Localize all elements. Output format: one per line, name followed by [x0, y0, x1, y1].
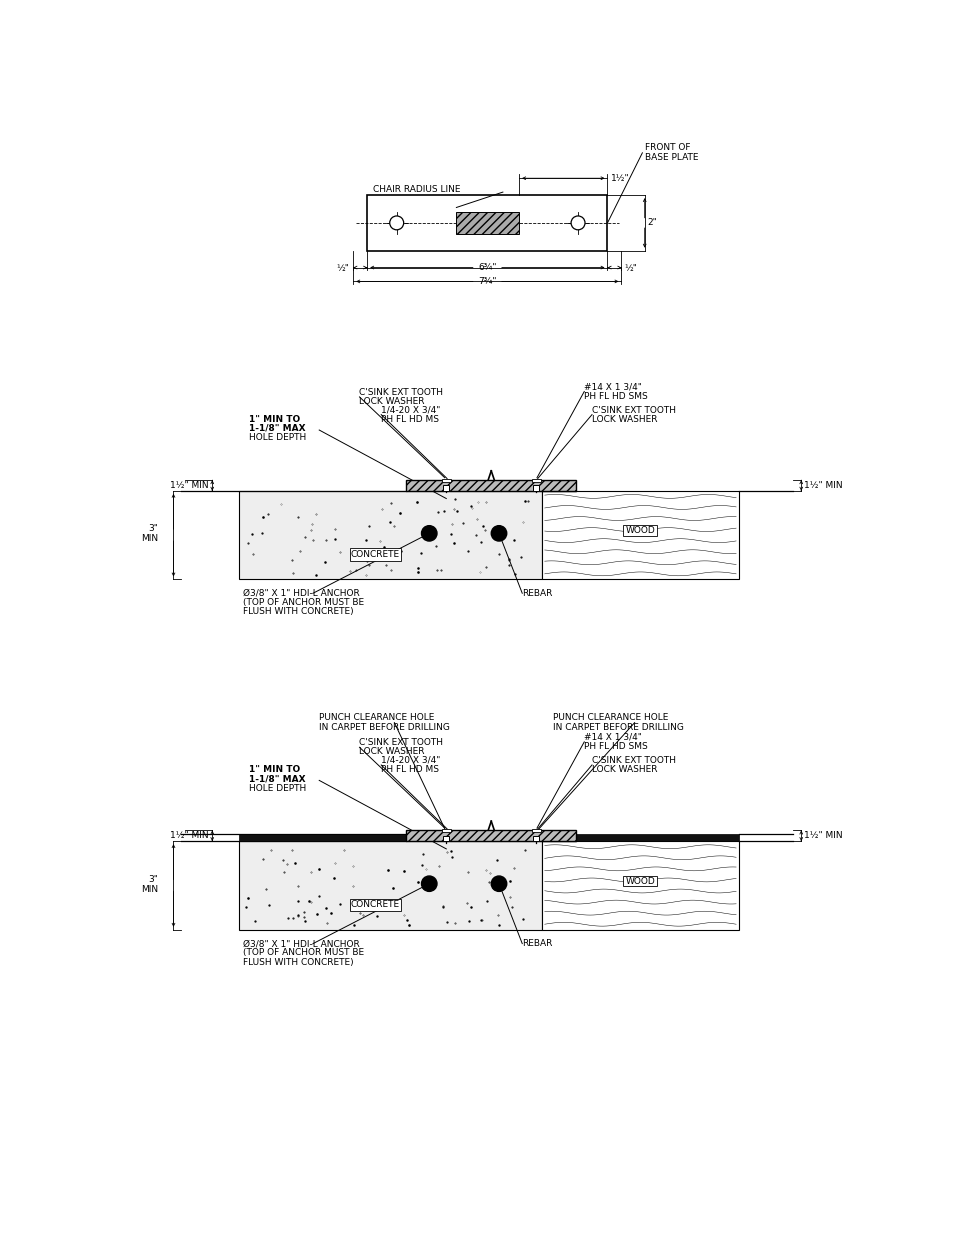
Text: WOOD: WOOD — [625, 877, 655, 885]
Text: 1½" MIN: 1½" MIN — [803, 831, 842, 840]
Text: PUNCH CLEARANCE HOLE: PUNCH CLEARANCE HOLE — [553, 714, 668, 722]
Bar — [456, 212, 518, 233]
Text: 1-1/8" MAX: 1-1/8" MAX — [249, 774, 306, 783]
Text: ½": ½" — [624, 263, 637, 272]
Text: 1½" MIN: 1½" MIN — [170, 480, 208, 490]
Text: HOLE DEPTH: HOLE DEPTH — [249, 433, 306, 442]
Bar — [541, 490, 739, 579]
Text: IN CARPET BEFORE DRILLING: IN CARPET BEFORE DRILLING — [319, 722, 450, 732]
Text: ½": ½" — [336, 263, 349, 272]
Bar — [531, 829, 540, 832]
Text: 3": 3" — [148, 874, 158, 884]
Circle shape — [491, 876, 506, 892]
Text: 1½" MIN: 1½" MIN — [803, 480, 842, 490]
Bar — [350, 899, 400, 911]
Text: 1/4-20 X 3/4": 1/4-20 X 3/4" — [381, 405, 440, 415]
Text: CONCRETE: CONCRETE — [351, 900, 399, 909]
Text: CHAIR RADIUS LINE: CHAIR RADIUS LINE — [373, 185, 459, 194]
Text: 1/4-20 X 3/4": 1/4-20 X 3/4" — [381, 756, 440, 764]
Text: C'SINK EXT TOOTH: C'SINK EXT TOOTH — [592, 756, 676, 764]
Bar — [443, 836, 449, 841]
Text: LOCK WASHER: LOCK WASHER — [359, 747, 424, 756]
Text: #14 X 1 3/4": #14 X 1 3/4" — [583, 383, 641, 391]
Bar — [406, 480, 576, 490]
Text: PH FL HD MS: PH FL HD MS — [381, 415, 438, 424]
Bar — [531, 478, 540, 482]
Text: FLUSH WITH CONCRETE): FLUSH WITH CONCRETE) — [243, 957, 354, 967]
Text: LOCK WASHER: LOCK WASHER — [359, 396, 424, 406]
Text: MIN: MIN — [141, 535, 158, 543]
Bar — [350, 548, 400, 561]
Text: HOLE DEPTH: HOLE DEPTH — [249, 783, 306, 793]
Bar — [441, 478, 451, 482]
Text: #14 X 1 3/4": #14 X 1 3/4" — [583, 732, 641, 742]
Text: 1" MIN TO: 1" MIN TO — [249, 766, 300, 774]
Bar — [239, 841, 541, 930]
Circle shape — [491, 526, 506, 541]
Text: C'SINK EXT TOOTH: C'SINK EXT TOOTH — [592, 405, 676, 415]
Text: BASE PLATE: BASE PLATE — [644, 153, 698, 162]
Text: PH FL HD SMS: PH FL HD SMS — [583, 742, 647, 751]
Text: 1" MIN TO: 1" MIN TO — [249, 415, 300, 424]
Text: 1½": 1½" — [610, 174, 629, 183]
Text: 6¾": 6¾" — [477, 263, 497, 272]
Bar — [541, 834, 739, 841]
Circle shape — [390, 216, 403, 230]
Text: 3": 3" — [148, 525, 158, 534]
Text: CONCRETE: CONCRETE — [351, 550, 399, 559]
Bar — [239, 490, 541, 579]
Text: FLUSH WITH CONCRETE): FLUSH WITH CONCRETE) — [243, 608, 354, 616]
Text: LOCK WASHER: LOCK WASHER — [592, 766, 657, 774]
Text: (TOP OF ANCHOR MUST BE: (TOP OF ANCHOR MUST BE — [243, 598, 364, 606]
Text: 2": 2" — [647, 219, 657, 227]
Text: MIN: MIN — [141, 884, 158, 894]
Text: 7¾": 7¾" — [477, 277, 497, 287]
Text: Ø3/8" X 1" HDI-L ANCHOR: Ø3/8" X 1" HDI-L ANCHOR — [243, 589, 359, 598]
Text: PUNCH CLEARANCE HOLE: PUNCH CLEARANCE HOLE — [319, 714, 435, 722]
Text: PH FL HD SMS: PH FL HD SMS — [583, 391, 647, 400]
Text: C'SINK EXT TOOTH: C'SINK EXT TOOTH — [359, 388, 443, 396]
Text: WOOD: WOOD — [625, 526, 655, 535]
Text: PH FL HD MS: PH FL HD MS — [381, 766, 438, 774]
Text: IN CARPET BEFORE DRILLING: IN CARPET BEFORE DRILLING — [553, 722, 683, 732]
Bar — [622, 525, 657, 536]
Text: 1-1/8" MAX: 1-1/8" MAX — [249, 424, 306, 433]
Bar — [441, 829, 451, 832]
Circle shape — [421, 526, 436, 541]
Text: LOCK WASHER: LOCK WASHER — [592, 415, 657, 424]
Bar — [622, 876, 657, 887]
Text: Ø3/8" X 1" HDI-L ANCHOR: Ø3/8" X 1" HDI-L ANCHOR — [243, 939, 359, 948]
Text: C'SINK EXT TOOTH: C'SINK EXT TOOTH — [359, 739, 443, 747]
Text: 1½" MIN: 1½" MIN — [170, 831, 208, 840]
Text: REBAR: REBAR — [521, 939, 552, 948]
Circle shape — [421, 876, 436, 892]
Circle shape — [571, 216, 584, 230]
Bar — [443, 485, 449, 490]
Text: REBAR: REBAR — [521, 589, 552, 598]
Bar — [406, 830, 576, 841]
Bar — [533, 836, 538, 841]
Bar — [533, 485, 538, 490]
Text: FRONT OF: FRONT OF — [644, 143, 689, 152]
Bar — [367, 195, 607, 251]
Bar — [541, 841, 739, 930]
Bar — [239, 834, 541, 841]
Text: (TOP OF ANCHOR MUST BE: (TOP OF ANCHOR MUST BE — [243, 948, 364, 957]
